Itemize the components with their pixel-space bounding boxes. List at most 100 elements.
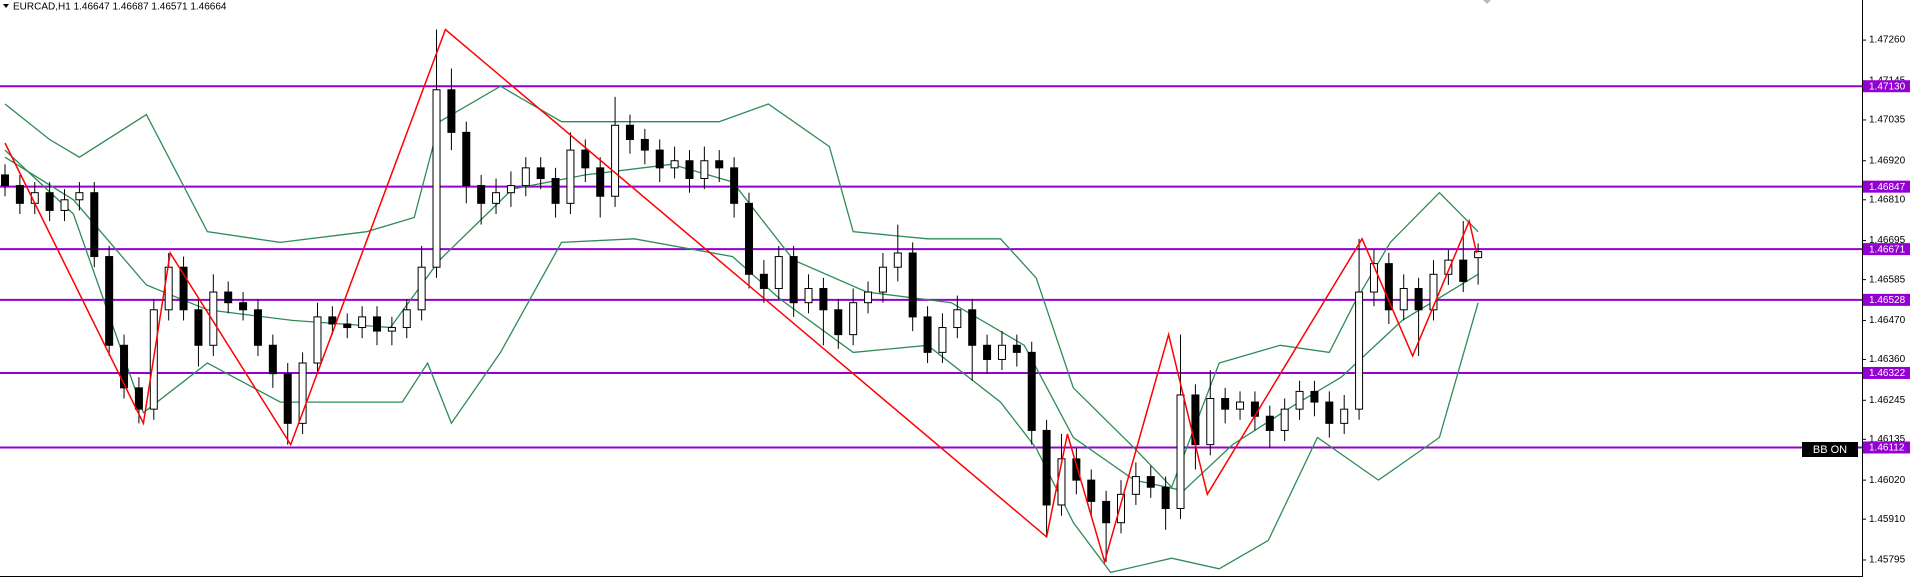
candle-body (819, 288, 828, 311)
candle-body (1236, 401, 1245, 410)
candle (596, 157, 605, 218)
candle (1221, 387, 1230, 424)
candle-body (283, 373, 292, 424)
candle-body (968, 309, 977, 346)
candle (655, 139, 664, 183)
candle (224, 281, 233, 314)
candle-body (670, 160, 679, 169)
candle-body (1459, 259, 1468, 282)
candle (253, 299, 262, 356)
candle (1399, 274, 1408, 321)
candle (521, 157, 530, 197)
candle (239, 292, 248, 321)
candle (1369, 249, 1378, 307)
candle (685, 150, 694, 193)
candle (1444, 249, 1453, 285)
candle-body (1474, 251, 1483, 259)
candle-body (402, 309, 411, 329)
price-level-tag (1863, 243, 1910, 256)
candle (923, 306, 932, 364)
candle-body (253, 309, 262, 346)
candle-body (105, 256, 114, 346)
price-level-label: 1.46112 (1869, 443, 1905, 454)
candle-body (1399, 288, 1408, 311)
candle (1236, 391, 1245, 420)
price-level-label: 1.46847 (1869, 182, 1906, 193)
candle-body (611, 124, 620, 197)
candle (864, 281, 873, 314)
y-tick-label: 1.47260 (1869, 35, 1906, 46)
price-level-tag (1863, 80, 1910, 93)
candle-body (358, 316, 367, 329)
candle-body (75, 192, 84, 201)
candle (670, 146, 679, 179)
bb-button-label[interactable]: BB ON (1813, 444, 1847, 456)
candle (536, 157, 545, 190)
candle-body (1369, 263, 1378, 293)
price-level-tag (1863, 441, 1910, 454)
candle-body (373, 316, 381, 332)
candle-body (789, 256, 798, 304)
candle (194, 299, 203, 367)
candle (908, 242, 917, 332)
y-tick-label: 1.47035 (1869, 115, 1906, 126)
y-tick-label: 1.46695 (1869, 235, 1906, 246)
candle (209, 274, 218, 356)
y-tick-label: 1.46470 (1869, 315, 1906, 326)
candle-body (1221, 398, 1230, 410)
candle-body (1117, 493, 1125, 524)
candle (1117, 480, 1125, 534)
candle-body (1161, 486, 1170, 510)
candle (402, 299, 411, 339)
candle-body (551, 177, 560, 204)
menu-triangle (3, 4, 9, 8)
candle-body (953, 309, 962, 329)
candle-body (1295, 390, 1304, 410)
candle (120, 334, 129, 399)
candle (90, 182, 99, 268)
candle-body (432, 89, 441, 268)
candle (328, 306, 337, 335)
candle (1325, 391, 1334, 438)
candle (1131, 462, 1140, 505)
candle-body (1087, 479, 1096, 502)
candle (983, 334, 992, 374)
candle-body (685, 160, 694, 179)
candle (477, 174, 486, 225)
y-tick-label: 1.45910 (1869, 514, 1906, 525)
candle (849, 288, 858, 346)
candle (551, 167, 560, 218)
bb-button-bg[interactable] (1802, 442, 1858, 457)
candle-body (239, 302, 248, 311)
candle-body (997, 344, 1006, 360)
candle (298, 352, 307, 434)
candle-body (179, 266, 188, 311)
candle (1027, 341, 1036, 445)
candle-body (209, 291, 218, 346)
zigzag (4, 28, 1478, 565)
candle (492, 178, 501, 214)
candle-body (566, 149, 575, 204)
candle-body (343, 323, 352, 329)
candle (1265, 405, 1274, 449)
candle (1012, 334, 1021, 367)
candle-body (834, 309, 843, 336)
candle (343, 313, 352, 339)
candle-body (1206, 398, 1215, 446)
candle (313, 302, 322, 374)
candle-body (1012, 344, 1021, 353)
candle-body (1429, 273, 1438, 311)
candle-body (759, 273, 768, 290)
y-tick-label: 1.46810 (1869, 194, 1906, 205)
candle (640, 128, 649, 165)
candle-body (581, 149, 590, 169)
candle (45, 182, 54, 222)
candle (715, 150, 724, 183)
candle-body (224, 291, 233, 304)
candle (819, 277, 828, 346)
bb-button[interactable]: BB ON (1802, 442, 1858, 457)
candle (759, 260, 768, 303)
candle-body (45, 192, 54, 211)
